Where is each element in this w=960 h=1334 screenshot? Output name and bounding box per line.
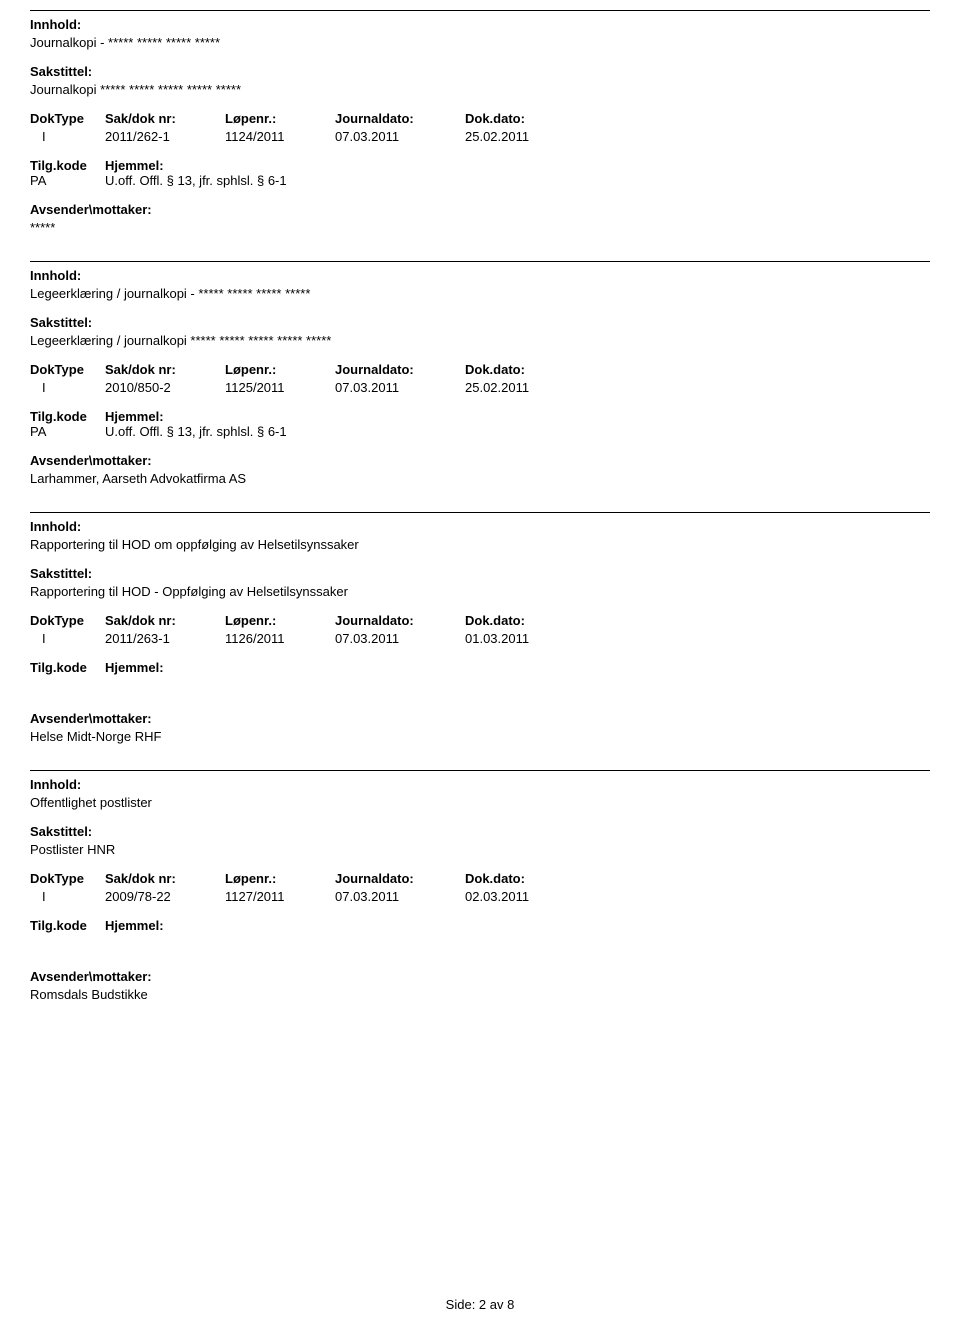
avsender-label: Avsender\mottaker:: [30, 969, 930, 984]
avsender-value: Romsdals Budstikke: [30, 987, 930, 1002]
avsender-value: Larhammer, Aarseth Advokatfirma AS: [30, 471, 930, 486]
tilg-header: Tilg.kodeHjemmel:: [30, 158, 930, 173]
journal-entry: Innhold: Rapportering til HOD om oppfølgi…: [30, 512, 930, 770]
column-values: I2011/263-11126/201107.03.201101.03.2011: [30, 631, 930, 646]
journal-entry: Innhold: Offentlighet postlister Sakstitte…: [30, 770, 930, 1028]
tilg-values: PAU.off. Offl. § 13, jfr. sphlsl. § 6-1: [30, 173, 930, 188]
column-values: I2011/262-11124/201107.03.201125.02.2011: [30, 129, 930, 144]
sakstittel-value: Postlister HNR: [30, 842, 930, 857]
innhold-label: Innhold:: [30, 268, 930, 283]
innhold-value: Legeerklæring / journalkopi - ***** ****…: [30, 286, 930, 301]
column-values: I2010/850-21125/201107.03.201125.02.2011: [30, 380, 930, 395]
sakstittel-value: Journalkopi ***** ***** ***** ***** ****…: [30, 82, 930, 97]
column-values: I2009/78-221127/201107.03.201102.03.2011: [30, 889, 930, 904]
column-headers: DokTypeSak/dok nr:Løpenr.:Journaldato:Do…: [30, 362, 930, 377]
tilg-header: Tilg.kodeHjemmel:: [30, 918, 930, 933]
avsender-label: Avsender\mottaker:: [30, 202, 930, 217]
innhold-label: Innhold:: [30, 17, 930, 32]
sakstittel-value: Legeerklæring / journalkopi ***** ***** …: [30, 333, 930, 348]
sakstittel-label: Sakstittel:: [30, 824, 930, 839]
column-headers: DokTypeSak/dok nr:Løpenr.:Journaldato:Do…: [30, 871, 930, 886]
innhold-label: Innhold:: [30, 519, 930, 534]
tilg-header: Tilg.kodeHjemmel:: [30, 409, 930, 424]
avsender-label: Avsender\mottaker:: [30, 453, 930, 468]
innhold-value: Rapportering til HOD om oppfølging av He…: [30, 537, 930, 552]
tilg-header: Tilg.kodeHjemmel:: [30, 660, 930, 675]
page-footer: Side: 2 av 8: [0, 1297, 960, 1312]
avsender-label: Avsender\mottaker:: [30, 711, 930, 726]
column-headers: DokTypeSak/dok nr:Løpenr.:Journaldato:Do…: [30, 613, 930, 628]
sakstittel-label: Sakstittel:: [30, 64, 930, 79]
innhold-value: Offentlighet postlister: [30, 795, 930, 810]
journal-entry: Innhold: Journalkopi - ***** ***** ***** …: [30, 10, 930, 261]
innhold-value: Journalkopi - ***** ***** ***** *****: [30, 35, 930, 50]
tilg-values: PAU.off. Offl. § 13, jfr. sphlsl. § 6-1: [30, 424, 930, 439]
sakstittel-label: Sakstittel:: [30, 566, 930, 581]
avsender-value: Helse Midt-Norge RHF: [30, 729, 930, 744]
column-headers: DokTypeSak/dok nr:Løpenr.:Journaldato:Do…: [30, 111, 930, 126]
sakstittel-label: Sakstittel:: [30, 315, 930, 330]
innhold-label: Innhold:: [30, 777, 930, 792]
journal-entry: Innhold: Legeerklæring / journalkopi - **…: [30, 261, 930, 512]
avsender-value: *****: [30, 220, 930, 235]
entries-list: Innhold: Journalkopi - ***** ***** ***** …: [30, 10, 930, 1028]
sakstittel-value: Rapportering til HOD - Oppfølging av Hel…: [30, 584, 930, 599]
